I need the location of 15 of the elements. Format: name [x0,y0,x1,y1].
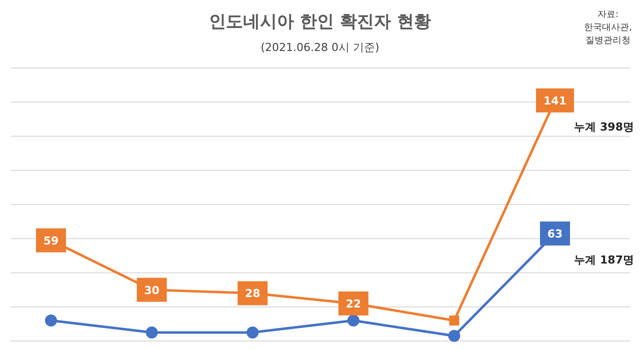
point [246,326,259,338]
point [146,326,158,338]
data-label: 30 [144,284,160,297]
data-label: 28 [244,287,260,300]
annotation: 누계 187명 [574,254,634,267]
chart-subtitle: (2021.06.28 0시 기준) [260,41,380,54]
point [448,330,460,342]
point [347,314,360,327]
data-label: 63 [547,228,563,241]
text: 자료: 한국대사관, 질병관리청 [584,9,632,47]
chart-title: 인도네시아 한인 확진자 현황 [209,12,431,32]
data-label: 22 [346,297,362,310]
point [45,314,57,327]
data-label: 59 [43,234,59,248]
annotation: 누계 398명 [574,120,634,134]
